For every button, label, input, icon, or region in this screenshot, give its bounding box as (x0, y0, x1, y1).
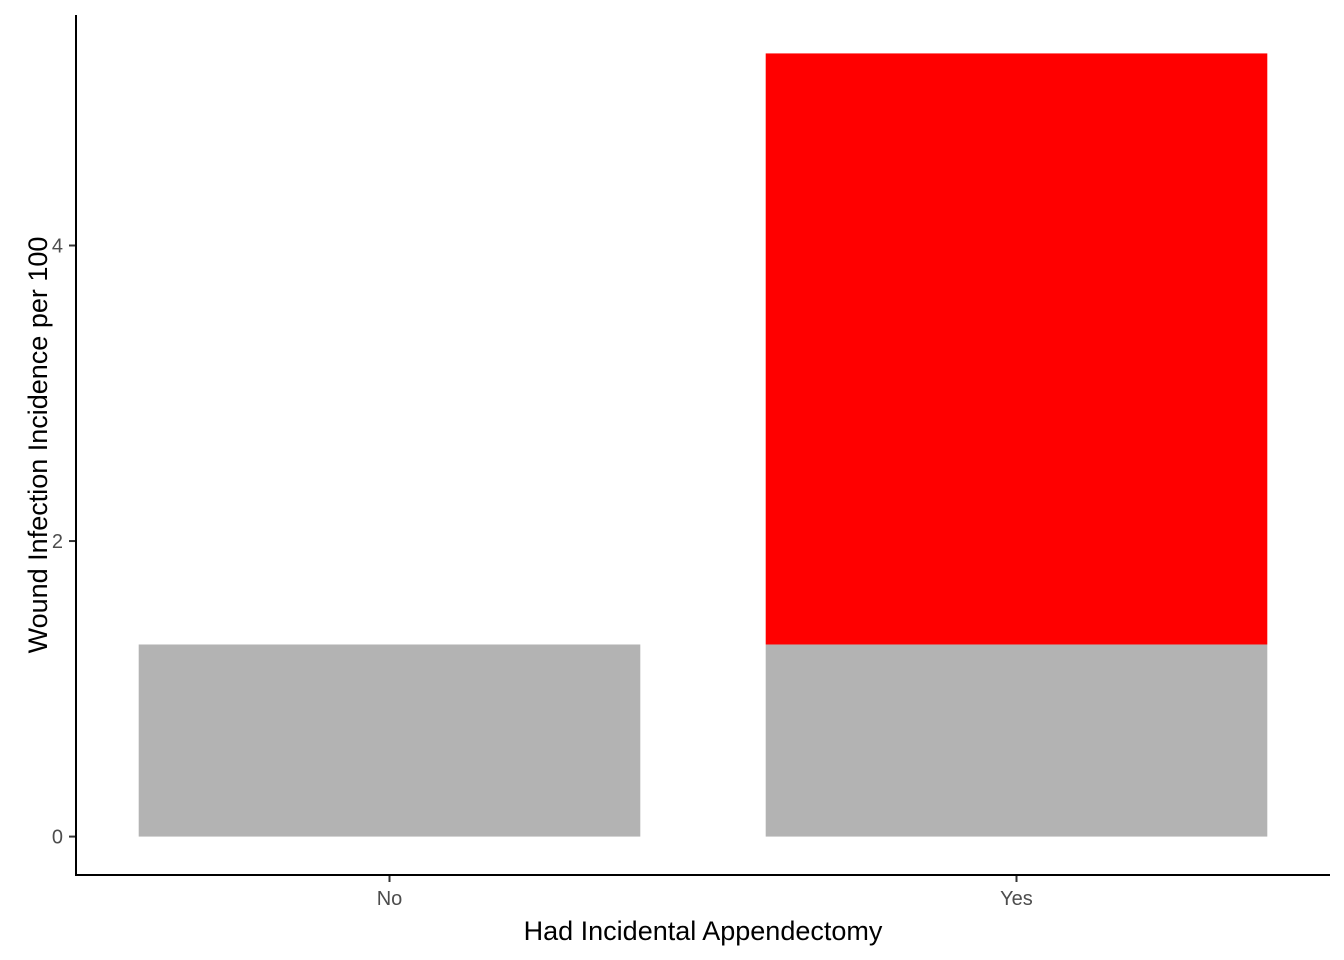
bars-group (138, 53, 1268, 837)
x-tick-label-no: No (377, 888, 403, 910)
y-axis-title: Wound Infection Incidence per 100 (23, 237, 53, 654)
bar-yes-segment-1 (765, 644, 1268, 837)
y-axis-ticks: 0 2 4 (52, 236, 76, 849)
bar-no-segment-1 (138, 644, 641, 837)
x-axis-title: Had Incidental Appendectomy (524, 916, 883, 946)
y-tick-label: 4 (52, 236, 63, 258)
bar-yes-segment-2 (765, 53, 1268, 645)
y-tick-label: 2 (52, 531, 63, 553)
y-tick-label: 0 (52, 827, 63, 849)
x-tick-label-yes: Yes (1000, 888, 1033, 910)
x-axis-ticks: No Yes (377, 875, 1033, 910)
